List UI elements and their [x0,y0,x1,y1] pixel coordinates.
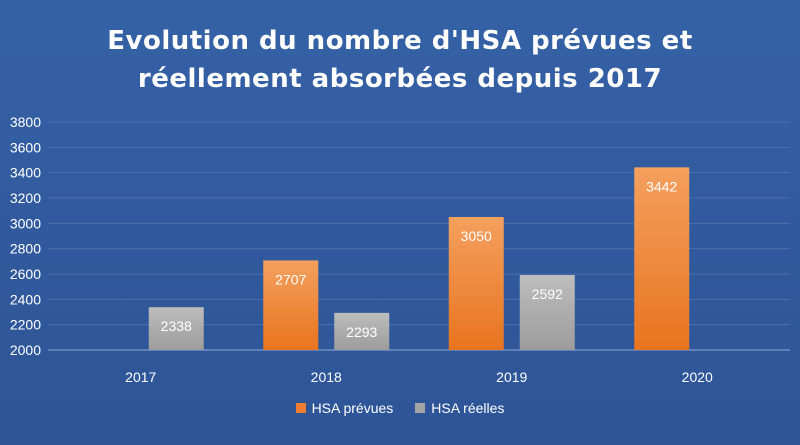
data-label-reelles-2019: 2592 [532,286,563,302]
y-tick-label: 3800 [10,114,41,130]
legend-label-reelles: HSA réelles [431,400,505,416]
bar-prevues-2019 [448,217,504,350]
legend-label-prevues: HSA prévues [311,400,394,416]
chart-title-line-1: Evolution du nombre d'HSA prévues et [107,26,693,56]
data-labels: 2338 2707 2293 3050 2592 3442 [161,178,678,340]
legend-swatch-reelles [415,403,426,413]
y-tick-label: 2000 [10,342,41,358]
x-tick-label: 2020 [682,369,713,385]
y-tick-label: 3000 [10,215,41,231]
data-label-prevues-2019: 3050 [461,228,492,244]
bar-reelles-2017 [148,307,204,350]
bar-prevues-2020 [634,167,690,350]
x-axis-ticks: 2017 2018 2019 2020 [125,369,713,385]
chart-title: Evolution du nombre d'HSA prévues et rée… [0,22,800,98]
legend: HSA prévues HSA réelles [0,400,800,416]
legend-item-prevues: HSA prévues [295,400,394,416]
data-label-reelles-2018: 2293 [346,324,377,340]
bar-prevues-2018 [263,260,319,350]
y-tick-label: 3400 [10,165,41,181]
y-axis-ticks: 2000 2200 2400 2600 2800 3000 3200 3400 3600 3800 [10,114,41,358]
x-tick-label: 2017 [125,369,156,385]
chart-title-line-2: réellement absorbées depuis 2017 [137,64,663,94]
x-tick-label: 2019 [496,369,527,385]
legend-swatch-prevues [295,403,306,413]
bar-reelles-2019 [519,275,575,350]
y-tick-label: 2200 [10,317,41,333]
data-label-prevues-2018: 2707 [275,271,306,287]
x-tick-label: 2018 [311,369,342,385]
y-tick-label: 2400 [10,291,41,307]
bar-reelles-2018 [334,312,390,350]
y-tick-label: 2800 [10,241,41,257]
legend-item-reelles: HSA réelles [415,400,504,416]
y-tick-label: 2600 [10,266,41,282]
data-label-prevues-2020: 3442 [646,178,677,194]
data-label-reelles-2017: 2338 [161,318,192,334]
y-tick-label: 3200 [10,190,41,206]
bars [148,167,690,350]
y-tick-label: 3600 [10,139,41,155]
